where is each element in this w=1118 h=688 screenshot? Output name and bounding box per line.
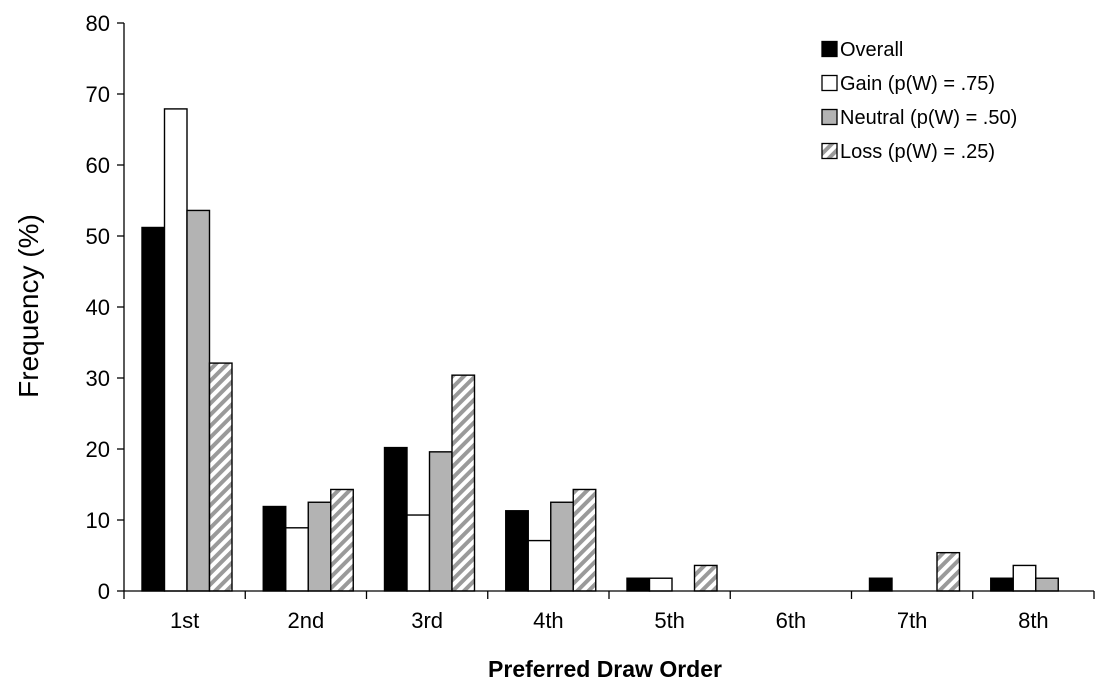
bar-neutral-p-w-50-4th	[550, 501, 574, 592]
y-tick-label: 10	[86, 508, 110, 533]
bar-loss-p-w-25-5th	[693, 564, 718, 592]
y-axis-title: Frequency (%)	[13, 214, 44, 398]
bar-neutral-p-w-50-1st	[186, 209, 211, 592]
bars	[141, 108, 1059, 592]
x-axis-title: Preferred Draw Order	[488, 656, 722, 682]
x-tick-label-8th: 8th	[1018, 608, 1049, 633]
legend-swatch-gain-p-w-75	[821, 74, 838, 92]
bar-overall-5th	[626, 577, 651, 592]
bar-gain-p-w-75-1st	[163, 108, 188, 592]
bar-overall-2nd	[262, 505, 287, 592]
legend-swatch-neutral-p-w-50	[821, 108, 838, 126]
bar-neutral-p-w-50-8th	[1035, 577, 1059, 592]
x-tick-label-4th: 4th	[533, 608, 564, 633]
bar-overall-7th	[868, 577, 893, 592]
bar-gain-p-w-75-8th	[1012, 564, 1037, 592]
bar-gain-p-w-75-5th	[648, 577, 673, 592]
bar-overall-1st	[141, 226, 166, 592]
y-tick-label: 40	[86, 295, 110, 320]
y-tick-label: 80	[86, 11, 110, 36]
x-tick-label-7th: 7th	[897, 608, 928, 633]
y-tick-label: 70	[86, 82, 110, 107]
legend-label-loss-p-w-25: Loss (p(W) = .25)	[840, 141, 995, 163]
tick-labels: 0 10 20 30 40 50 60 70 80 1st 2nd 3rd 4th 5th 6th 7th 8t…	[86, 11, 1049, 633]
y-tick-label: 60	[86, 153, 110, 178]
bar-overall-4th	[505, 510, 529, 592]
bar-loss-p-w-25-1st	[208, 362, 233, 592]
bar-neutral-p-w-50-3rd	[428, 451, 453, 592]
legend: Overall Gain (p(W) = .75) Neutral (p(W) = …	[821, 39, 1017, 163]
x-tick-label-3rd: 3rd	[411, 608, 443, 633]
y-tick-label: 50	[86, 224, 110, 249]
bar-loss-p-w-25-7th	[936, 551, 961, 592]
y-tick-label: 0	[98, 579, 110, 604]
axes	[117, 22, 1095, 599]
bar-neutral-p-w-50-2nd	[307, 501, 332, 592]
bar-gain-p-w-75-2nd	[285, 527, 309, 592]
x-tick-label-6th: 6th	[776, 608, 807, 633]
legend-label-overall: Overall	[840, 39, 903, 61]
legend-swatch-loss-p-w-25	[821, 142, 838, 160]
bar-overall-8th	[990, 577, 1014, 592]
bar-overall-3rd	[383, 446, 408, 592]
bar-loss-p-w-25-3rd	[451, 374, 476, 592]
bar-loss-p-w-25-2nd	[330, 488, 354, 592]
x-tick-label-2nd: 2nd	[288, 608, 325, 633]
bar-loss-p-w-25-4th	[572, 488, 597, 592]
bar-gain-p-w-75-3rd	[406, 514, 431, 592]
legend-swatch-overall	[821, 40, 838, 58]
x-tick-label-5th: 5th	[654, 608, 685, 633]
y-tick-label: 20	[86, 437, 110, 462]
y-tick-label: 30	[86, 366, 110, 391]
legend-label-neutral-p-w-50: Neutral (p(W) = .50)	[840, 107, 1017, 129]
bar-gain-p-w-75-4th	[527, 539, 552, 592]
x-tick-label-1st: 1st	[170, 608, 199, 633]
legend-label-gain-p-w-75: Gain (p(W) = .75)	[840, 73, 995, 95]
